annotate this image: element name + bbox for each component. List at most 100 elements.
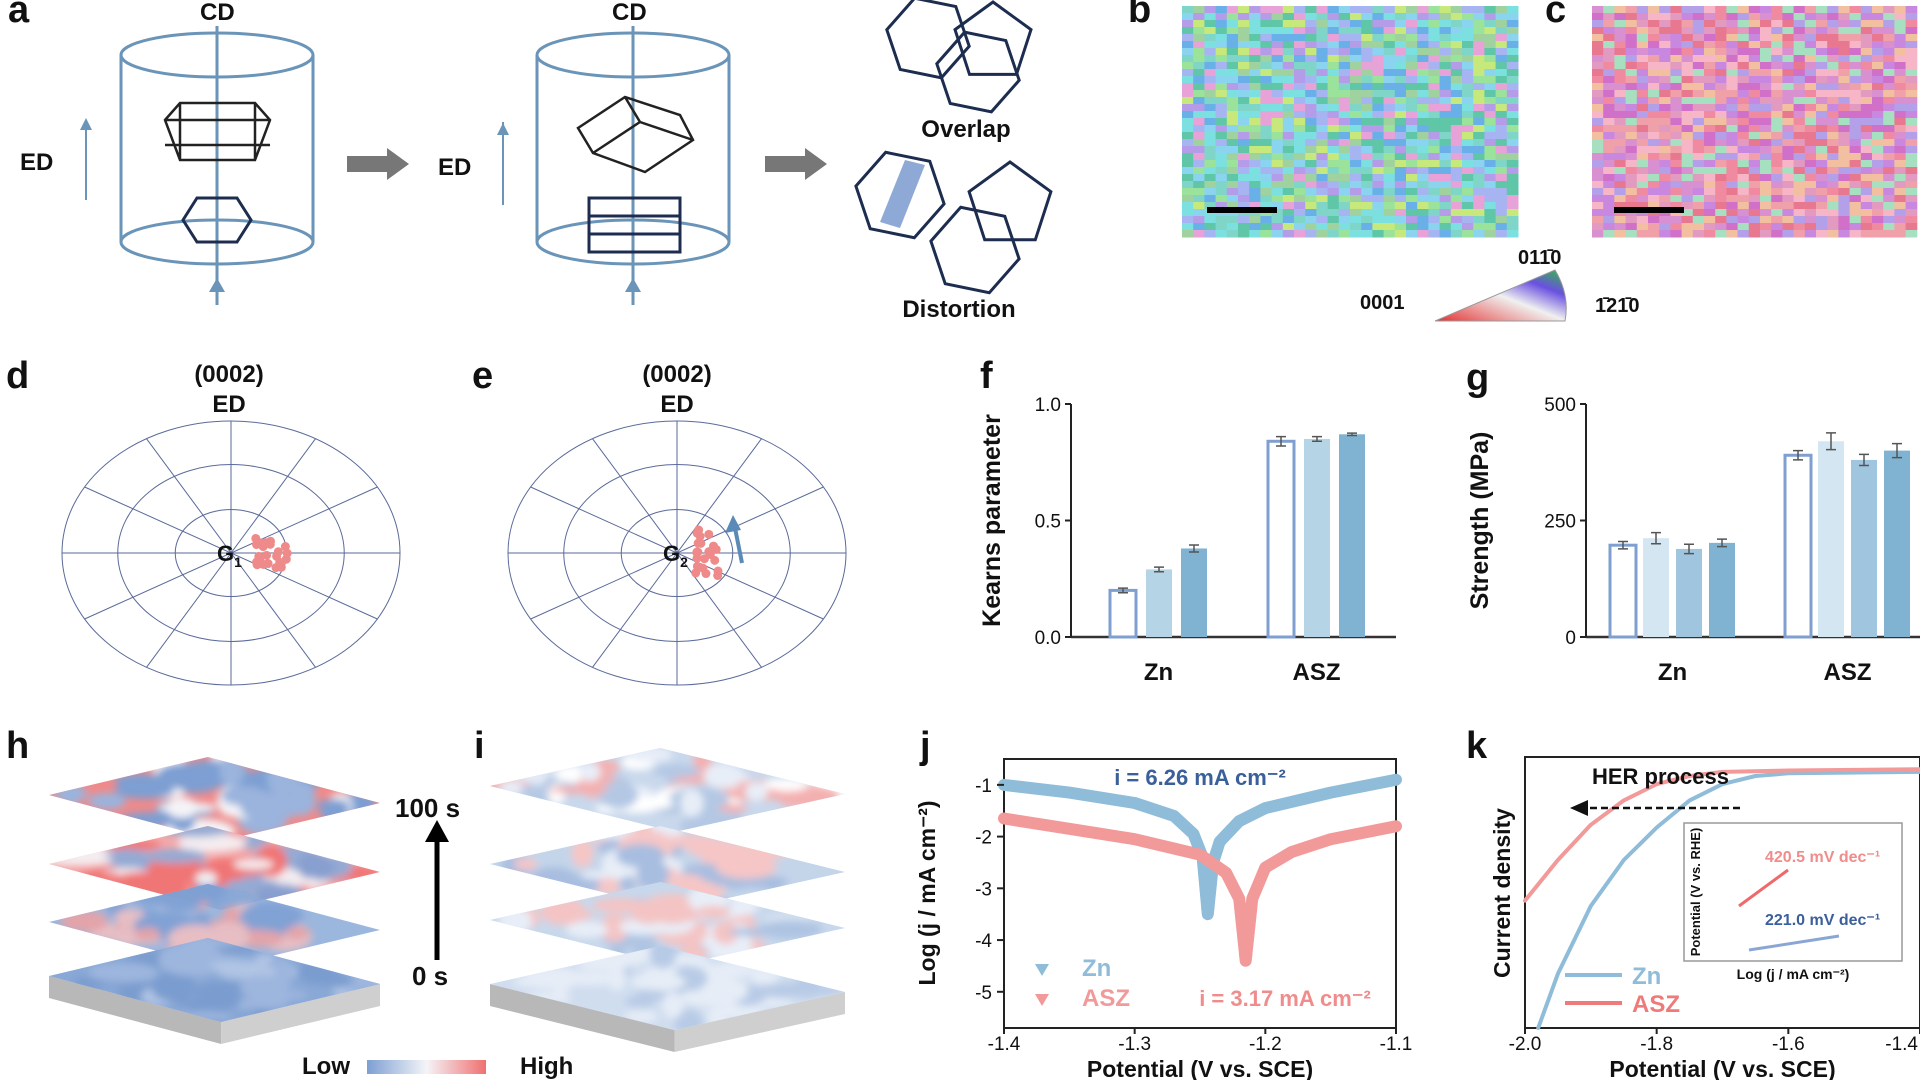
grain	[1182, 160, 1194, 168]
pole-title: (0002)	[194, 361, 263, 388]
grain	[1760, 146, 1772, 154]
heatmap-blob	[143, 848, 207, 864]
grain	[1406, 174, 1418, 182]
grain	[1450, 139, 1463, 147]
grain	[1659, 97, 1671, 105]
grain	[1294, 27, 1306, 35]
grain	[1872, 209, 1884, 217]
grain	[1816, 118, 1828, 126]
grain	[1372, 104, 1385, 112]
grain	[1648, 20, 1660, 28]
grain	[1760, 125, 1772, 133]
grain	[1771, 97, 1783, 105]
grain	[1704, 90, 1716, 98]
grain	[1838, 41, 1851, 49]
grain	[1737, 41, 1750, 49]
grain	[1484, 83, 1497, 91]
heatmap-blob	[715, 855, 777, 879]
grain	[1804, 139, 1817, 147]
heatmap-blob	[113, 773, 165, 789]
grain	[1737, 223, 1750, 231]
grain	[1648, 76, 1660, 84]
grain	[1726, 111, 1739, 119]
grain	[1883, 181, 1895, 189]
grain	[1603, 69, 1615, 77]
grain	[1327, 48, 1340, 56]
grain	[1737, 97, 1750, 105]
grain	[1648, 97, 1660, 105]
grain	[1450, 34, 1463, 42]
grain	[1193, 6, 1205, 14]
grain	[1450, 188, 1463, 196]
grain	[1894, 48, 1907, 56]
ipf-01-10: 011̄0	[1518, 247, 1561, 269]
grain	[1193, 34, 1205, 42]
grain	[1782, 160, 1795, 168]
grain	[1894, 188, 1907, 196]
grain	[1659, 160, 1671, 168]
grain	[1182, 111, 1194, 119]
grain	[1294, 146, 1306, 154]
grain	[1704, 48, 1716, 56]
grain	[1748, 160, 1761, 168]
grain	[1737, 188, 1750, 196]
grain	[1294, 83, 1306, 91]
grain	[1625, 62, 1638, 70]
grain	[1692, 118, 1705, 126]
pole-figure-e: (0002) ED G2	[507, 361, 847, 686]
grain	[1350, 76, 1362, 84]
grain	[1249, 27, 1261, 35]
grain	[1603, 146, 1615, 154]
grain	[1648, 188, 1660, 196]
grain	[1193, 104, 1205, 112]
error-bar	[1684, 543, 1694, 555]
grain	[1428, 202, 1441, 210]
grain	[1361, 90, 1373, 98]
grain	[1816, 160, 1828, 168]
grain	[1394, 90, 1407, 98]
grain	[1484, 41, 1497, 49]
grain	[1670, 20, 1683, 28]
grain	[1462, 139, 1474, 147]
grain	[1849, 216, 1862, 224]
grain	[1495, 230, 1508, 238]
heatmap-blob	[111, 871, 183, 893]
grain	[1316, 153, 1329, 161]
grain	[1905, 13, 1918, 21]
grain	[1849, 230, 1862, 238]
grain	[1182, 48, 1194, 56]
grain	[1860, 62, 1873, 70]
grain	[1383, 41, 1396, 49]
grain	[1428, 34, 1441, 42]
grain	[1592, 160, 1604, 168]
grain	[1439, 104, 1452, 112]
grain	[1614, 146, 1627, 154]
grain	[1204, 160, 1217, 168]
grain	[1506, 90, 1519, 98]
grain	[1327, 118, 1340, 126]
grain	[1305, 167, 1317, 175]
heatmap-blob	[227, 785, 248, 795]
grain	[1614, 90, 1627, 98]
grain	[1294, 69, 1306, 77]
grain	[1715, 132, 1727, 140]
grain	[1294, 132, 1306, 140]
grain	[1715, 83, 1727, 91]
y-tick-label: 250	[1544, 512, 1576, 533]
panel-label-f: f	[980, 355, 993, 397]
grain	[1372, 62, 1385, 70]
grain	[1394, 216, 1407, 224]
grain	[1417, 125, 1429, 133]
grain	[1316, 223, 1329, 231]
grain	[1394, 97, 1407, 105]
grain	[1636, 230, 1649, 238]
grain	[1417, 111, 1429, 119]
grain	[1849, 111, 1862, 119]
grain	[1659, 83, 1671, 91]
ed-label-1: ED	[20, 149, 53, 176]
grain	[1872, 216, 1884, 224]
grain	[1793, 160, 1806, 168]
grain	[1305, 209, 1317, 217]
grain	[1417, 202, 1429, 210]
